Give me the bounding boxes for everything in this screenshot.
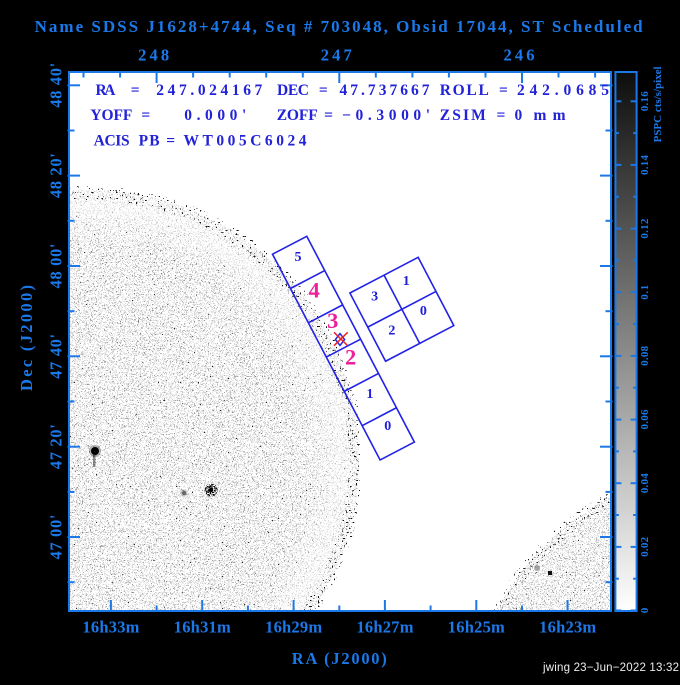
svg-text:4: 4	[308, 278, 319, 303]
svg-text:3: 3	[327, 308, 338, 333]
svg-text:ZOFF: ZOFF	[277, 107, 318, 124]
svg-text:47 20': 47 20'	[47, 424, 66, 469]
svg-text:0.08: 0.08	[639, 345, 651, 366]
svg-text:48 20': 48 20'	[47, 153, 66, 198]
svg-text:0: 0	[639, 607, 651, 613]
svg-text:47.737667: 47.737667	[340, 82, 430, 99]
svg-text:YOFF: YOFF	[90, 107, 132, 124]
svg-text:2: 2	[388, 324, 395, 339]
svg-text:16h31m: 16h31m	[174, 618, 231, 637]
svg-text:PB: PB	[139, 133, 160, 150]
svg-text:0: 0	[384, 419, 391, 434]
svg-text:3: 3	[371, 290, 378, 305]
svg-text:1: 1	[366, 387, 373, 402]
svg-text:0: 0	[515, 107, 523, 124]
svg-text:jwing 23−Jun−2022 13:32: jwing 23−Jun−2022 13:32	[542, 662, 679, 674]
svg-text:47 40': 47 40'	[47, 334, 66, 379]
svg-text:242.0685: 242.0685	[517, 82, 609, 99]
svg-text:16h25m: 16h25m	[448, 618, 505, 637]
svg-text:16h27m: 16h27m	[356, 618, 413, 637]
svg-text:1: 1	[403, 274, 410, 289]
svg-text:PSPC cts/s/pixel: PSPC cts/s/pixel	[652, 66, 664, 142]
svg-text:0.16: 0.16	[639, 91, 651, 112]
svg-text:ACIS: ACIS	[94, 133, 130, 150]
svg-text:247: 247	[321, 45, 352, 64]
svg-text:=: =	[166, 133, 175, 150]
svg-text:248: 248	[138, 45, 169, 64]
svg-text:DEC: DEC	[277, 82, 309, 99]
svg-text:247.024167: 247.024167	[156, 82, 262, 99]
svg-text:0.1: 0.1	[639, 285, 651, 300]
svg-text:0.14: 0.14	[639, 154, 651, 175]
svg-text:ZSIM: ZSIM	[440, 107, 486, 124]
svg-text:Dec (J2000): Dec (J2000)	[17, 285, 36, 391]
svg-text:0.02: 0.02	[639, 536, 651, 557]
svg-text:=: =	[319, 82, 328, 99]
svg-text:47 00': 47 00'	[47, 515, 66, 560]
svg-text:=: =	[324, 107, 333, 124]
svg-text:0.04: 0.04	[639, 473, 651, 494]
svg-text:0.06: 0.06	[639, 409, 651, 430]
svg-text:=: =	[497, 107, 506, 124]
svg-text:Name SDSS J1628+4744, Seq # 70: Name SDSS J1628+4744, Seq # 703048, Obsi…	[35, 17, 644, 36]
svg-text:WT005C6024: WT005C6024	[184, 133, 307, 150]
svg-text:=: =	[131, 82, 140, 99]
svg-text:2: 2	[345, 344, 356, 369]
svg-text:5: 5	[295, 250, 302, 265]
svg-text:0: 0	[420, 304, 427, 319]
svg-text:RA (J2000): RA (J2000)	[292, 649, 387, 668]
svg-text:16h29m: 16h29m	[265, 618, 322, 637]
svg-text:48 00': 48 00'	[47, 244, 66, 289]
svg-text:48 40': 48 40'	[47, 63, 66, 108]
svg-text:246: 246	[504, 45, 535, 64]
svg-text:0.12: 0.12	[639, 218, 651, 239]
svg-text:ROLL: ROLL	[440, 82, 489, 99]
svg-text:16h33m: 16h33m	[82, 618, 139, 637]
svg-text:=: =	[141, 107, 150, 124]
svg-text:RA: RA	[96, 82, 117, 99]
svg-text:=: =	[499, 82, 508, 99]
svg-text:16h23m: 16h23m	[539, 618, 596, 637]
